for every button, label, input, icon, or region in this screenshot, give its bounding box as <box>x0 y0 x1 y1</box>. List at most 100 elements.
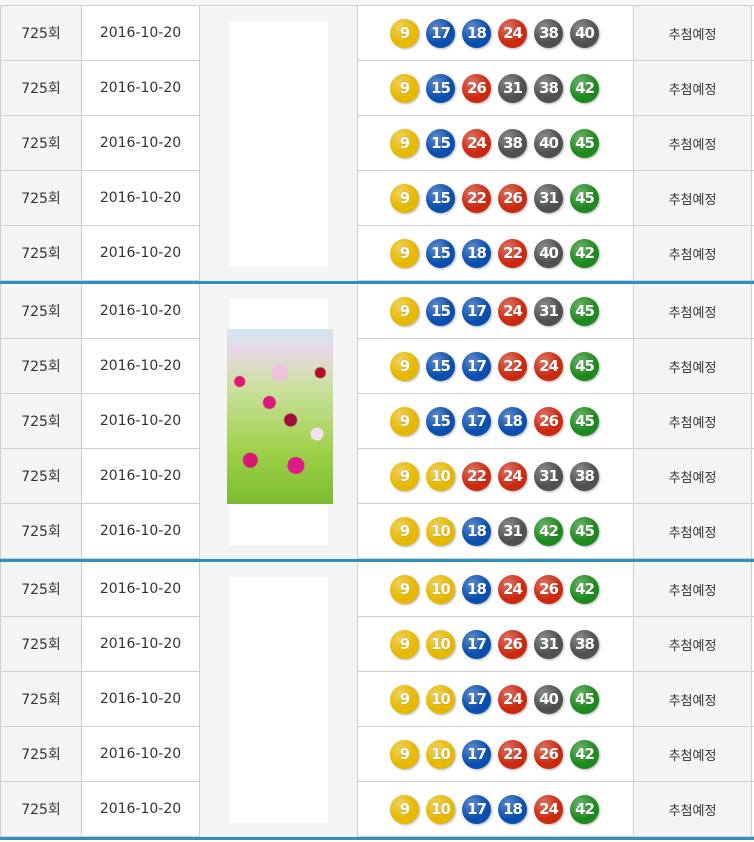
lotto-ball: 26 <box>534 739 563 769</box>
lotto-ball: 9 <box>390 128 419 158</box>
lotto-ball: 40 <box>534 238 563 268</box>
lotto-ball: 9 <box>390 18 419 48</box>
lotto-ball: 17 <box>462 406 491 436</box>
lotto-ball: 9 <box>390 516 419 546</box>
image-column-cell <box>200 6 358 281</box>
round-cell: 725회 <box>0 504 82 558</box>
lotto-ball: 10 <box>426 739 455 769</box>
lotto-ball: 24 <box>462 128 491 158</box>
lotto-ball: 31 <box>534 183 563 213</box>
lotto-ball: 10 <box>426 794 455 824</box>
result-group: 725회 2016-10-20 9 10 18 24 26 42 추첨예정 725회 201… <box>0 562 754 840</box>
status-cell: 추첨예정 <box>634 339 752 393</box>
table-top-border <box>0 0 754 6</box>
lotto-ball: 22 <box>462 461 491 491</box>
date-cell: 2016-10-20 <box>82 727 200 781</box>
numbers-cell: 9 10 18 24 26 42 <box>358 562 634 616</box>
numbers-cell: 9 10 22 24 31 38 <box>358 449 634 503</box>
lotto-ball: 24 <box>534 351 563 381</box>
status-cell: 추첨예정 <box>634 116 752 170</box>
lotto-ball: 17 <box>462 739 491 769</box>
lotto-ball: 31 <box>534 461 563 491</box>
lotto-ball: 42 <box>534 516 563 546</box>
lotto-ball: 9 <box>390 406 419 436</box>
lotto-ball: 10 <box>426 684 455 714</box>
date-cell: 2016-10-20 <box>82 394 200 448</box>
table-row: 725회 2016-10-20 9 10 18 31 42 45 추첨예정 <box>0 504 754 559</box>
lotto-ball: 18 <box>462 516 491 546</box>
numbers-cell: 9 15 17 24 31 45 <box>358 284 634 338</box>
lotto-ball: 9 <box>390 739 419 769</box>
table-row: 725회 2016-10-20 9 15 17 24 31 45 추첨예정 <box>0 284 754 339</box>
lotto-ball: 45 <box>570 684 599 714</box>
lotto-ball: 26 <box>534 406 563 436</box>
round-cell: 725회 <box>0 727 82 781</box>
round-cell: 725회 <box>0 284 82 338</box>
status-cell: 추첨예정 <box>634 617 752 671</box>
lotto-ball: 38 <box>534 73 563 103</box>
lotto-ball: 26 <box>534 574 563 604</box>
lotto-ball: 17 <box>462 351 491 381</box>
lotto-ball: 10 <box>426 629 455 659</box>
numbers-cell: 9 10 18 31 42 45 <box>358 504 634 558</box>
table-row: 725회 2016-10-20 9 15 18 22 40 42 추첨예정 <box>0 226 754 281</box>
lotto-ball: 17 <box>462 629 491 659</box>
numbers-cell: 9 10 17 22 26 42 <box>358 727 634 781</box>
table-row: 725회 2016-10-20 9 15 17 18 26 45 추첨예정 <box>0 394 754 449</box>
lotto-ball: 22 <box>498 739 527 769</box>
lotto-ball: 24 <box>498 684 527 714</box>
status-cell: 추첨예정 <box>634 672 752 726</box>
lotto-ball: 15 <box>426 73 455 103</box>
round-cell: 725회 <box>0 449 82 503</box>
lotto-ball: 9 <box>390 629 419 659</box>
round-cell: 725회 <box>0 6 82 60</box>
status-cell: 추첨예정 <box>634 61 752 115</box>
table-row: 725회 2016-10-20 9 15 24 38 40 45 추첨예정 <box>0 116 754 171</box>
lotto-ball: 31 <box>498 73 527 103</box>
lotto-ball: 38 <box>570 629 599 659</box>
lotto-ball: 40 <box>534 128 563 158</box>
table-row: 725회 2016-10-20 9 10 17 24 40 45 추첨예정 <box>0 672 754 727</box>
status-cell: 추첨예정 <box>634 394 752 448</box>
table-row: 725회 2016-10-20 9 10 17 26 31 38 추첨예정 <box>0 617 754 672</box>
date-cell: 2016-10-20 <box>82 782 200 836</box>
lotto-ball: 18 <box>462 18 491 48</box>
lotto-ball: 17 <box>462 684 491 714</box>
lotto-ball: 18 <box>498 406 527 436</box>
lotto-ball: 26 <box>498 183 527 213</box>
status-cell: 추첨예정 <box>634 782 752 836</box>
lotto-ball: 18 <box>498 794 527 824</box>
image-column-cell <box>200 562 358 837</box>
status-cell: 추첨예정 <box>634 504 752 558</box>
lotto-ball: 17 <box>462 296 491 326</box>
lotto-ball: 42 <box>570 73 599 103</box>
lotto-ball: 40 <box>570 18 599 48</box>
lotto-ball: 45 <box>570 516 599 546</box>
lotto-ball: 24 <box>498 461 527 491</box>
date-cell: 2016-10-20 <box>82 61 200 115</box>
lotto-ball: 15 <box>426 406 455 436</box>
lotto-ball: 45 <box>570 296 599 326</box>
lotto-ball: 15 <box>426 128 455 158</box>
image-column-cell <box>200 284 358 559</box>
round-cell: 725회 <box>0 394 82 448</box>
lotto-ball: 10 <box>426 574 455 604</box>
lotto-ball: 42 <box>570 238 599 268</box>
lotto-ball: 31 <box>498 516 527 546</box>
image-placeholder <box>230 21 328 267</box>
numbers-cell: 9 15 26 31 38 42 <box>358 61 634 115</box>
numbers-cell: 9 10 17 26 31 38 <box>358 617 634 671</box>
image-placeholder <box>227 299 333 545</box>
round-cell: 725회 <box>0 61 82 115</box>
date-cell: 2016-10-20 <box>82 6 200 60</box>
status-cell: 추첨예정 <box>634 284 752 338</box>
lotto-ball: 15 <box>426 183 455 213</box>
lotto-ball: 15 <box>426 296 455 326</box>
round-cell: 725회 <box>0 782 82 836</box>
lotto-ball: 9 <box>390 183 419 213</box>
lotto-ball: 9 <box>390 684 419 714</box>
table-row: 725회 2016-10-20 9 15 26 31 38 42 추첨예정 <box>0 61 754 116</box>
table-row: 725회 2016-10-20 9 15 22 26 31 45 추첨예정 <box>0 171 754 226</box>
numbers-cell: 9 10 17 18 24 42 <box>358 782 634 836</box>
status-cell: 추첨예정 <box>634 727 752 781</box>
